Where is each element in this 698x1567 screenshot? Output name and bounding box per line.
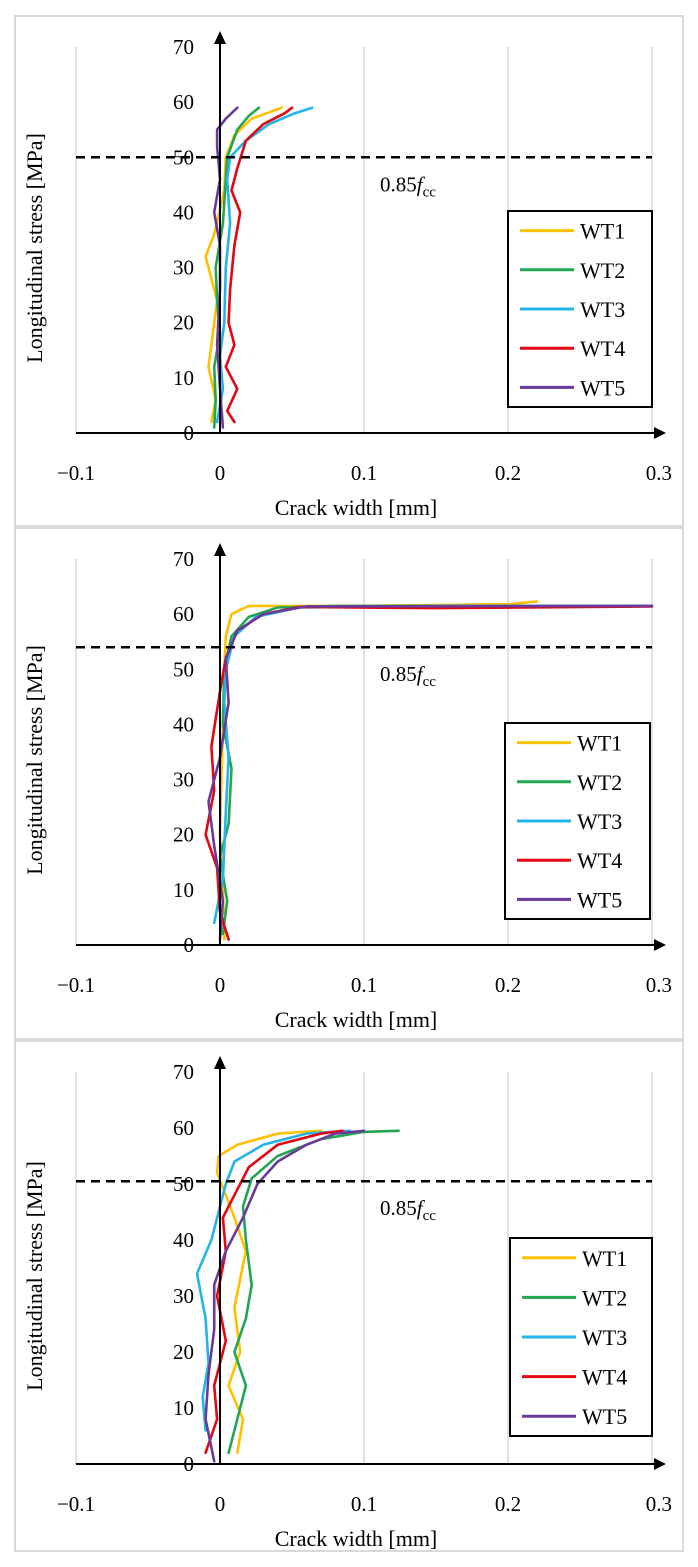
legend-label-wt1: WT1 [582, 1246, 627, 1271]
x-tick-label: 0.3 [646, 461, 672, 485]
legend: WT1 WT2 WT3 WT4 WT5 [507, 210, 653, 408]
x-tick-label: 0 [215, 1492, 226, 1516]
reference-label: 0.85fcc [380, 662, 436, 690]
legend: WT1 WT2 WT3 WT4 WT5 [504, 722, 651, 920]
chart-panel-2: 0.85fcc 0 10 20 30 40 50 60 70 −0.1 0 0.1 0.2 0.3 Crac… [14, 527, 684, 1040]
legend-label-wt1: WT1 [577, 731, 622, 756]
series-line-wt3 [195, 1129, 351, 1432]
y-tick-label: 40 [173, 712, 194, 736]
y-tick-label: 50 [173, 145, 194, 169]
series-line-wt5 [207, 604, 654, 941]
x-tick-label: 0 [215, 461, 226, 485]
x-axis-arrow-icon [654, 1458, 666, 1470]
y-tick-label: 70 [173, 547, 194, 571]
y-tick-label: 0 [184, 1452, 195, 1476]
y-tick-label: 40 [173, 1228, 194, 1252]
chart-1: 0.85fcc 0 10 20 30 40 50 60 70 −0.1 0 0.1 0.2 0.3 Crac… [22, 31, 672, 520]
legend-label-wt1: WT1 [580, 219, 625, 244]
y-tick-label: 20 [173, 1340, 194, 1364]
x-axis-arrow-icon [654, 427, 666, 439]
y-tick-label: 30 [173, 1284, 194, 1308]
y-axis-arrow-icon [214, 1056, 226, 1069]
y-axis-title: Longitudinal stress [MPa] [22, 645, 47, 875]
y-tick-label: 70 [173, 35, 194, 59]
legend-label-wt2: WT2 [582, 1285, 627, 1310]
series-line-wt2 [227, 1129, 400, 1455]
y-tick-label: 70 [173, 1060, 194, 1084]
legend-label-wt5: WT5 [580, 375, 625, 400]
y-tick-label: 20 [173, 311, 194, 335]
legend-label-wt4: WT4 [580, 336, 625, 361]
y-axis-arrow-icon [214, 543, 226, 556]
x-tick-label: −0.1 [57, 461, 95, 485]
legend-label-wt4: WT4 [577, 848, 622, 873]
legend-label-wt5: WT5 [577, 887, 622, 912]
x-tick-label: 0.2 [495, 973, 521, 997]
series-group [204, 106, 314, 429]
x-tick-label: 0.3 [646, 1492, 672, 1516]
reference-label: 0.85fcc [380, 1196, 436, 1224]
legend-label-wt3: WT3 [580, 297, 625, 322]
series-line-wt4 [224, 106, 294, 424]
y-tick-label: 30 [173, 256, 194, 280]
y-axis-arrow-icon [214, 31, 226, 44]
y-tick-label: 10 [173, 366, 194, 390]
legend-label-wt3: WT3 [577, 809, 622, 834]
legend: WT1 WT2 WT3 WT4 WT5 [509, 1237, 653, 1437]
x-axis-title: Crack width [mm] [275, 1007, 438, 1032]
legend-label-wt2: WT2 [577, 770, 622, 795]
y-tick-label: 0 [184, 933, 195, 957]
legend-label-wt5: WT5 [582, 1404, 627, 1429]
x-tick-label: 0.1 [351, 973, 377, 997]
y-tick-label: 40 [173, 200, 194, 224]
x-tick-label: 0.3 [646, 973, 672, 997]
y-tick-label: 10 [173, 1396, 194, 1420]
x-tick-label: −0.1 [57, 973, 95, 997]
legend-label-wt2: WT2 [580, 258, 625, 283]
y-tick-label: 30 [173, 768, 194, 792]
chart-2: 0.85fcc 0 10 20 30 40 50 60 70 −0.1 0 0.1 0.2 0.3 Crac… [22, 543, 672, 1032]
chart-3: 0.85fcc 0 10 20 30 40 50 60 70 −0.1 0 0.1 0.2 0.3 Crac… [22, 1056, 672, 1551]
y-tick-label: 60 [173, 1116, 194, 1140]
x-axis-title: Crack width [mm] [275, 495, 438, 520]
chart-panel-3: 0.85fcc 0 10 20 30 40 50 60 70 −0.1 0 0.1 0.2 0.3 Crac… [14, 1040, 684, 1552]
y-tick-label: 10 [173, 878, 194, 902]
y-axis-title: Longitudinal stress [MPa] [22, 1161, 47, 1391]
y-tick-label: 50 [173, 1172, 194, 1196]
y-tick-label: 0 [184, 421, 195, 445]
y-tick-label: 20 [173, 823, 194, 847]
y-axis-title: Longitudinal stress [MPa] [22, 133, 47, 363]
legend-label-wt4: WT4 [582, 1365, 627, 1390]
reference-label: 0.85fcc [380, 172, 436, 200]
x-axis-title: Crack width [mm] [275, 1526, 438, 1551]
y-tick-label: 60 [173, 602, 194, 626]
x-tick-label: 0.1 [351, 461, 377, 485]
series-line-wt1 [215, 1129, 323, 1455]
series-line-wt4 [204, 1129, 344, 1455]
y-tick-label: 60 [173, 90, 194, 114]
y-tick-label: 50 [173, 657, 194, 681]
x-tick-label: 0.2 [495, 1492, 521, 1516]
x-tick-label: −0.1 [57, 1492, 95, 1516]
series-group [195, 1129, 400, 1463]
legend-label-wt3: WT3 [582, 1325, 627, 1350]
x-tick-label: 0 [215, 973, 226, 997]
x-axis-arrow-icon [654, 939, 666, 951]
chart-panel-1: 0.85fcc 0 10 20 30 40 50 60 70 −0.1 0 0.1 0.2 0.3 Crac… [14, 15, 684, 527]
series-line-wt5 [204, 1129, 366, 1463]
x-tick-label: 0.1 [351, 1492, 377, 1516]
series-line-wt1 [218, 600, 539, 941]
x-tick-label: 0.2 [495, 461, 521, 485]
